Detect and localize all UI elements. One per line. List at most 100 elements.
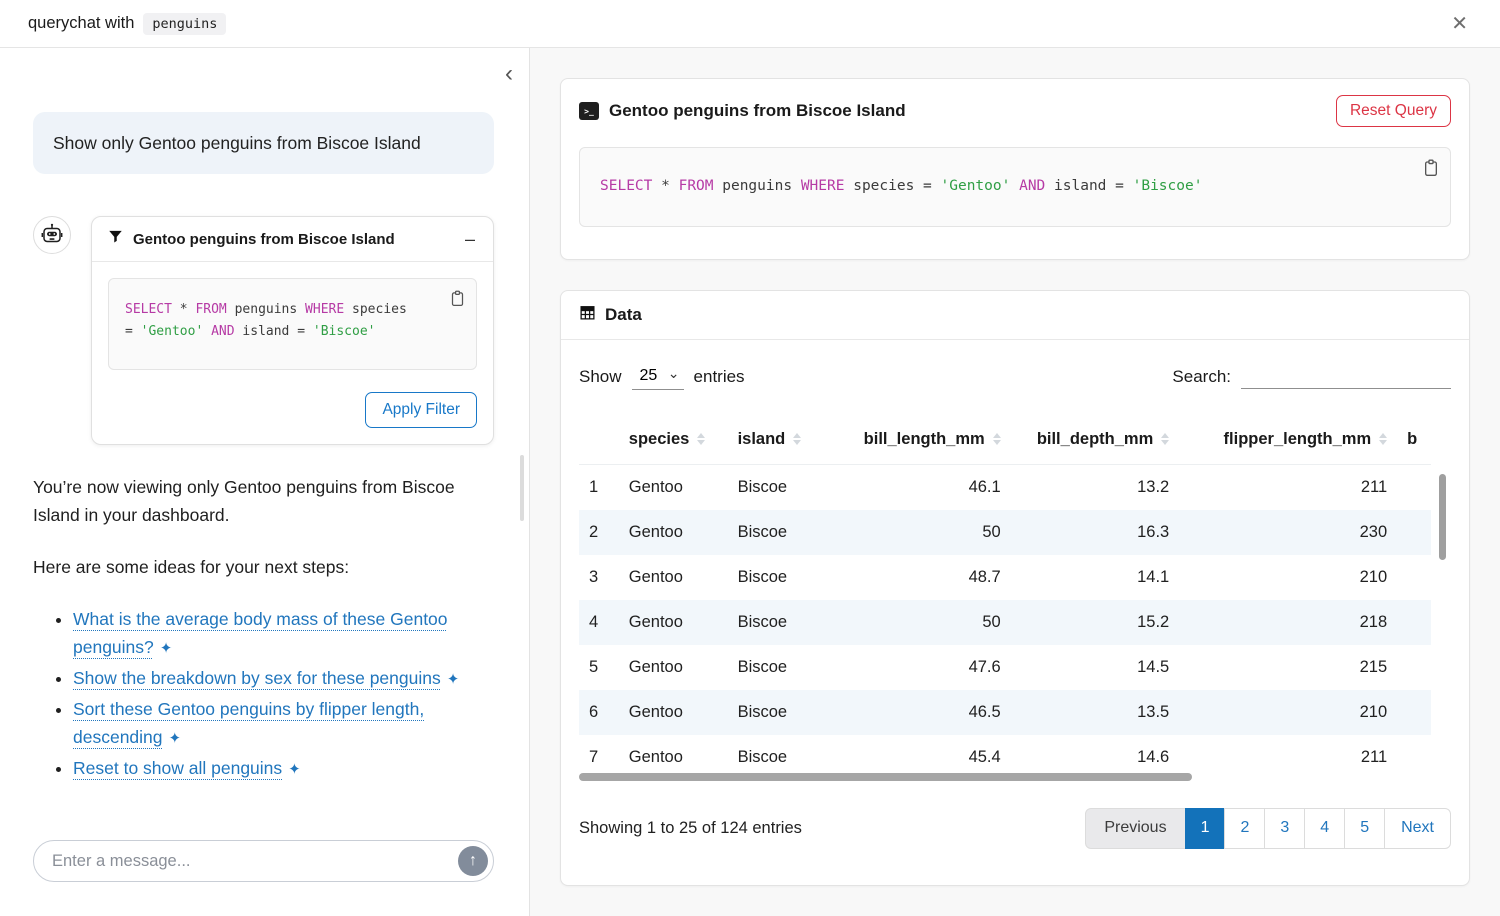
column-label: b xyxy=(1407,429,1418,448)
show-label: Show xyxy=(579,366,622,386)
filter-card-body: SELECT * FROM penguins WHERE species = '… xyxy=(92,262,493,444)
pagination: Previous 1 2 3 4 5 Next xyxy=(1085,807,1451,849)
column-header-bill_depth_mm[interactable]: bill_depth_mm xyxy=(1010,419,1180,465)
chat-scrollbar[interactable] xyxy=(520,455,524,521)
assistant-text: You’re now viewing only Gentoo penguins … xyxy=(33,477,455,526)
table-controls: Show 25 ⌄ entries Search: xyxy=(579,363,1451,390)
horizontal-scrollbar[interactable] xyxy=(579,772,1431,781)
table-cell: 211 xyxy=(1360,747,1388,766)
suggestion-item: Sort these Gentoo penguins by flipper le… xyxy=(73,695,494,751)
sort-icon xyxy=(1161,433,1170,446)
collapse-panel-icon[interactable]: ‹ xyxy=(505,60,513,87)
page-size-control: Show 25 ⌄ entries xyxy=(579,363,745,390)
copy-icon[interactable] xyxy=(448,288,467,312)
horizontal-scrollbar-thumb[interactable] xyxy=(579,772,1193,781)
table-cell: 211 xyxy=(1360,477,1388,496)
vertical-scrollbar-thumb[interactable] xyxy=(1439,473,1446,560)
table-cell xyxy=(1397,690,1431,735)
table-row: 5 Gentoo Biscoe 47.6 14.5 215 xyxy=(579,645,1431,690)
row-index-cell: 3 xyxy=(589,567,599,586)
suggestion-item: Reset to show all penguins ✦ xyxy=(73,754,494,782)
suggestions-list: What is the average body mass of these G… xyxy=(33,605,494,782)
user-message-bubble: Show only Gentoo penguins from Biscoe Is… xyxy=(33,112,494,174)
suggestion-item: Show the breakdown by sex for these peng… xyxy=(73,664,494,692)
table-cell xyxy=(1397,555,1431,600)
column-header-island[interactable]: island xyxy=(727,419,826,465)
filter-suggestion-card: Gentoo penguins from Biscoe Island – SEL… xyxy=(91,216,494,446)
table-cell: Biscoe xyxy=(737,477,788,496)
table-cell: 15.2 xyxy=(1137,612,1170,631)
assistant-text: Here are some ideas for your next steps: xyxy=(33,557,350,578)
table-cell: 47.6 xyxy=(968,657,1001,676)
table-cell: 13.5 xyxy=(1137,702,1170,721)
data-table: species island bill_length_mm bill_depth_mm… xyxy=(579,419,1431,780)
table-row: 6 Gentoo Biscoe 46.5 13.5 210 xyxy=(579,689,1431,735)
chat-input[interactable] xyxy=(33,840,494,882)
column-header-flipper_length_mm[interactable]: flipper_length_mm xyxy=(1179,419,1398,465)
query-card: >_ Gentoo penguins from Biscoe Island Re… xyxy=(560,78,1470,260)
sparkle-icon: ✦ xyxy=(446,671,460,689)
suggestion-link[interactable]: What is the average body mass of these G… xyxy=(73,609,448,658)
data-card-title: Data xyxy=(605,304,642,324)
table-cell: 218 xyxy=(1359,612,1388,631)
query-title: Gentoo penguins from Biscoe Island xyxy=(609,101,906,120)
suggestion-link[interactable]: Reset to show all penguins xyxy=(73,758,283,779)
row-index-cell: 1 xyxy=(589,477,599,496)
table-cell: Biscoe xyxy=(737,612,788,631)
table-cell: Biscoe xyxy=(737,522,788,541)
table-cell: 48.7 xyxy=(968,567,1001,586)
sql-code-block: SELECT * FROM penguins WHERE species = '… xyxy=(108,278,477,371)
main-area: ‹ Show only Gentoo penguins from Biscoe … xyxy=(0,48,1500,916)
sort-icon xyxy=(793,433,802,446)
table-cell xyxy=(1397,510,1431,555)
table-cell: 210 xyxy=(1359,567,1388,586)
pagination-previous-button[interactable]: Previous xyxy=(1085,807,1186,849)
collapse-card-icon[interactable]: – xyxy=(464,229,475,249)
send-arrow-icon: ↑ xyxy=(469,852,477,869)
pagination-page-5[interactable]: 5 xyxy=(1344,807,1386,849)
pagination-page-2[interactable]: 2 xyxy=(1224,807,1266,849)
suggestion-link[interactable]: Show the breakdown by sex for these peng… xyxy=(73,668,441,689)
column-header-b[interactable]: b xyxy=(1397,419,1431,465)
table-cell: Gentoo xyxy=(628,657,683,676)
sort-icon xyxy=(1379,433,1388,446)
send-button[interactable]: ↑ xyxy=(458,846,488,876)
suggestion-item: What is the average body mass of these G… xyxy=(73,605,494,661)
suggestion-link[interactable]: Sort these Gentoo penguins by flipper le… xyxy=(73,699,425,748)
chat-input-row: ↑ xyxy=(33,840,494,882)
table-footer: Showing 1 to 25 of 124 entries Previous 1… xyxy=(579,807,1451,849)
pagination-page-1[interactable]: 1 xyxy=(1184,807,1226,849)
table-row: 4 Gentoo Biscoe 50 15.2 218 xyxy=(579,599,1431,645)
table-cell: Gentoo xyxy=(628,522,683,541)
table-cell: Biscoe xyxy=(737,747,788,766)
copy-icon[interactable] xyxy=(1421,157,1441,182)
row-index-column-header xyxy=(579,419,619,465)
close-icon[interactable]: ✕ xyxy=(1447,10,1472,38)
sparkle-icon: ✦ xyxy=(288,761,301,779)
app-title-text: querychat with xyxy=(28,14,135,32)
table-cell: Gentoo xyxy=(628,702,683,721)
table-cell: Biscoe xyxy=(737,567,788,586)
table-cell xyxy=(1397,600,1431,645)
column-header-bill_length_mm[interactable]: bill_length_mm xyxy=(825,419,1011,465)
pagination-page-4[interactable]: 4 xyxy=(1304,807,1346,849)
row-index-cell: 7 xyxy=(589,747,599,766)
pagination-page-3[interactable]: 3 xyxy=(1264,807,1306,849)
app-title: querychat with penguins xyxy=(28,12,227,35)
page-size-select[interactable]: 25 xyxy=(631,363,684,389)
sort-icon xyxy=(992,433,1001,446)
sql-code-block-main: SELECT * FROM penguins WHERE species = '… xyxy=(579,147,1451,227)
sparkle-icon: ✦ xyxy=(168,730,182,748)
table-cell: 210 xyxy=(1359,702,1388,721)
apply-filter-button[interactable]: Apply Filter xyxy=(365,392,477,429)
pagination-next-button[interactable]: Next xyxy=(1384,807,1451,849)
entries-info: Showing 1 to 25 of 124 entries xyxy=(579,818,802,837)
table-cell: 14.5 xyxy=(1137,657,1170,676)
search-input[interactable] xyxy=(1241,364,1451,390)
reset-query-button[interactable]: Reset Query xyxy=(1335,95,1451,127)
table-cell: 46.5 xyxy=(968,702,1001,721)
column-label: flipper_length_mm xyxy=(1223,429,1372,448)
filter-card-header: Gentoo penguins from Biscoe Island – xyxy=(92,217,493,262)
column-header-species[interactable]: species xyxy=(618,419,728,465)
funnel-icon xyxy=(108,229,123,249)
